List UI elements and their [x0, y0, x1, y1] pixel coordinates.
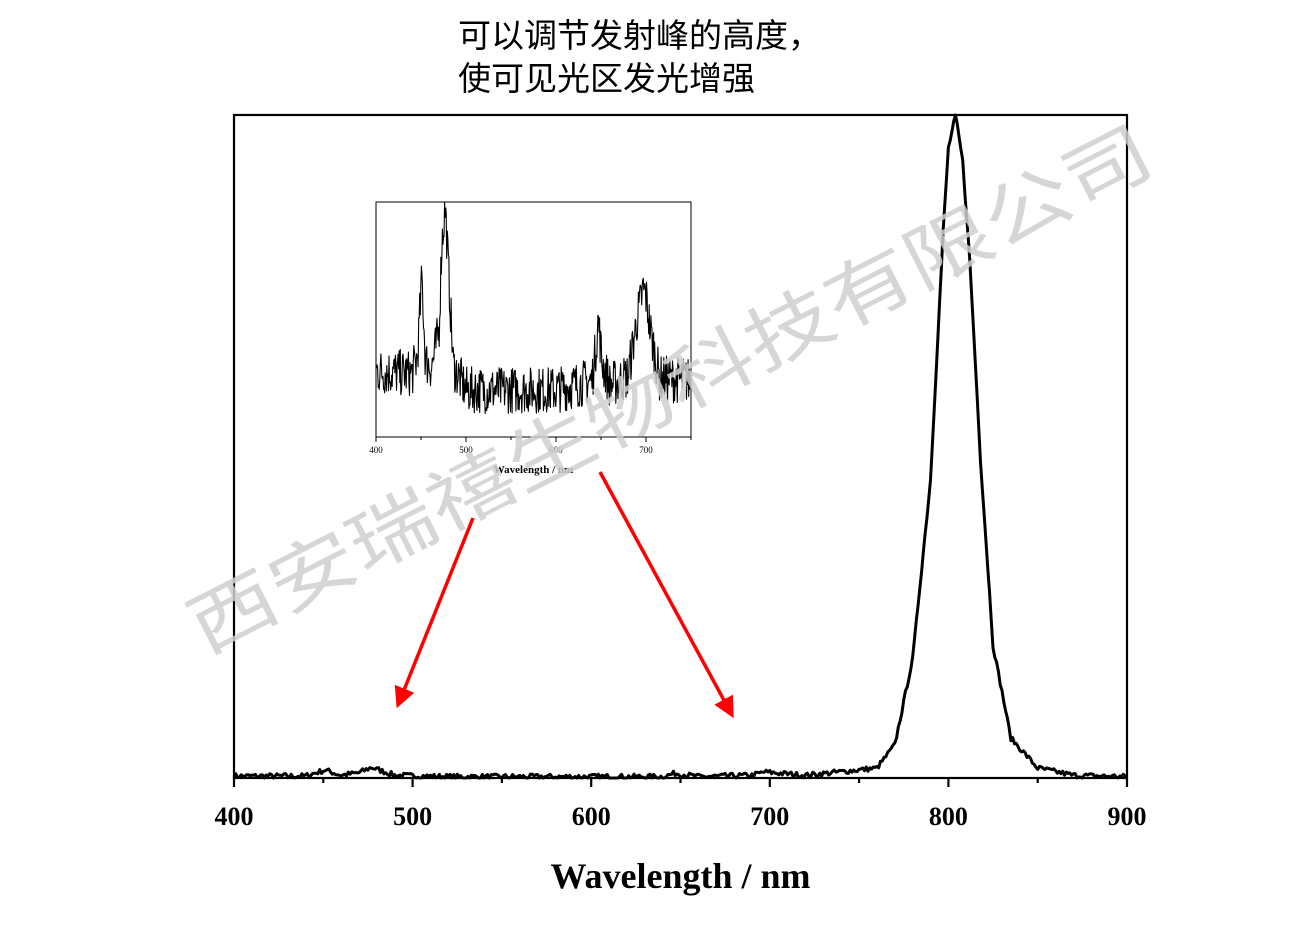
- main-plot: 400 500 600 700 800 900 Wavelength / nm: [215, 113, 1147, 896]
- arrow-left: [394, 517, 475, 709]
- inset-x-tick-label: 500: [459, 445, 473, 455]
- inset-frame: [375, 201, 692, 438]
- inset-x-tick-label: 400: [369, 445, 383, 455]
- annotation-arrows: [394, 471, 734, 719]
- annotation-line-1: 可以调节发射峰的高度，: [458, 16, 821, 55]
- inset-plot: 400 500 600 700 Wavelength / nm: [369, 201, 692, 476]
- inset-x-tick-label: 600: [549, 445, 563, 455]
- x-tick-label: 800: [929, 802, 968, 831]
- inset-x-axis-title: Wavelength / nm: [494, 464, 573, 476]
- arrow-right: [598, 471, 734, 719]
- inset-series-line: [375, 201, 692, 414]
- annotation-line-2: 使可见光区发光增强: [458, 59, 755, 98]
- watermark: 西安瑞禧生物科技有限公司: [175, 110, 1167, 671]
- x-tick-label: 900: [1108, 802, 1147, 831]
- series-line: [232, 113, 1128, 780]
- x-axis-title: Wavelength / nm: [550, 856, 810, 896]
- watermark-text: 西安瑞禧生物科技有限公司: [175, 110, 1167, 671]
- x-tick-label: 600: [572, 802, 611, 831]
- x-tick-label: 700: [750, 802, 789, 831]
- x-tick-label: 400: [215, 802, 254, 831]
- annotation-text: 可以调节发射峰的高度， 使可见光区发光增强: [458, 14, 821, 100]
- x-tick-label: 500: [393, 802, 432, 831]
- inset-x-tick-label: 700: [639, 445, 653, 455]
